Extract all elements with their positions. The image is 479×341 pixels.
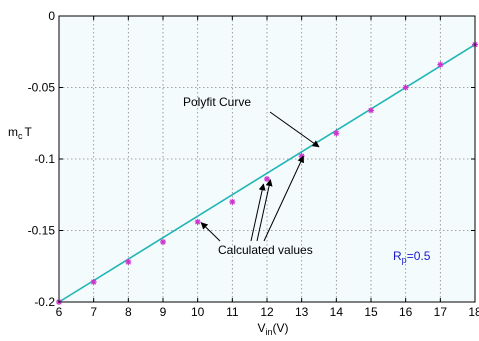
data-point-d2 bbox=[264, 176, 270, 182]
data-point bbox=[160, 238, 166, 245]
ticks: 6 7 8 9 10 11 12 13 14 15 16 17 18 0 -0.05 -0.1 -0.15 -0.… bbox=[28, 9, 479, 319]
y-tick-label: -0.15 bbox=[28, 224, 56, 238]
data-point-d2 bbox=[91, 279, 97, 285]
x-axis-label-main: V bbox=[257, 321, 265, 335]
data-point bbox=[437, 61, 444, 68]
data-point-d2 bbox=[160, 239, 166, 245]
x-tick-label: 8 bbox=[125, 305, 132, 319]
data-point bbox=[264, 176, 270, 183]
x-tick-label: 15 bbox=[364, 305, 378, 319]
y-tick-label: -0.1 bbox=[34, 152, 55, 166]
polyfit-arrow bbox=[269, 111, 320, 148]
y-axis-label-main: m bbox=[8, 125, 18, 139]
calculated-value-arrow bbox=[200, 222, 221, 242]
data-point-d2 bbox=[437, 61, 443, 68]
x-tick-label: 18 bbox=[468, 305, 479, 319]
x-axis-label-suffix: (V) bbox=[273, 321, 289, 335]
parameter-label-suffix: =0.5 bbox=[407, 249, 431, 263]
data-point bbox=[333, 130, 340, 137]
x-tick-label: 6 bbox=[56, 305, 63, 319]
polyfit-curve-label: Polyfit Curve bbox=[183, 95, 251, 109]
calculated-value-arrow bbox=[250, 183, 266, 242]
parameter-label-sub: p bbox=[402, 255, 407, 265]
data-point bbox=[402, 84, 409, 91]
parameter-label-main: R bbox=[393, 249, 402, 263]
data-point-d2 bbox=[368, 107, 374, 114]
data-point-d2 bbox=[229, 199, 235, 205]
data-point-d2 bbox=[333, 130, 339, 136]
x-axis-label: Vin(V) bbox=[257, 321, 288, 337]
calculated-value-arrow bbox=[256, 179, 273, 242]
series-layer bbox=[56, 41, 478, 305]
data-point-d2 bbox=[125, 259, 131, 265]
y-axis-label-sub: c bbox=[18, 131, 23, 141]
y-axis-label: mc T bbox=[8, 125, 33, 141]
y-tick-label: 0 bbox=[48, 9, 55, 23]
data-point-d2 bbox=[403, 84, 409, 91]
x-tick-label: 16 bbox=[399, 305, 413, 319]
data-point bbox=[194, 218, 201, 225]
grid bbox=[59, 16, 475, 302]
x-axis-label-sub: in bbox=[266, 327, 273, 337]
x-tick-label: 12 bbox=[260, 305, 274, 319]
y-axis-label-suffix: T bbox=[25, 125, 33, 139]
annotations: Polyfit Curve Calculated values bbox=[183, 95, 320, 257]
data-point bbox=[298, 153, 305, 160]
x-tick-label: 17 bbox=[434, 305, 448, 319]
x-tick-label: 11 bbox=[226, 305, 239, 319]
y-tick-label: -0.2 bbox=[34, 295, 55, 309]
y-tick-label: -0.05 bbox=[28, 81, 56, 95]
x-tick-label: 9 bbox=[160, 305, 167, 319]
data-point bbox=[125, 258, 132, 265]
x-tick-label: 13 bbox=[295, 305, 309, 319]
calculated-values-label: Calculated values bbox=[218, 243, 313, 257]
data-point bbox=[229, 198, 236, 205]
data-point bbox=[368, 107, 374, 114]
x-tick-label: 10 bbox=[191, 305, 205, 319]
x-tick-label: 14 bbox=[330, 305, 344, 319]
data-point-d2 bbox=[195, 219, 201, 225]
x-tick-label: 7 bbox=[90, 305, 97, 319]
data-point bbox=[90, 278, 97, 285]
calculated-value-arrow bbox=[263, 155, 304, 242]
parameter-label: Rp=0.5 bbox=[393, 249, 431, 265]
